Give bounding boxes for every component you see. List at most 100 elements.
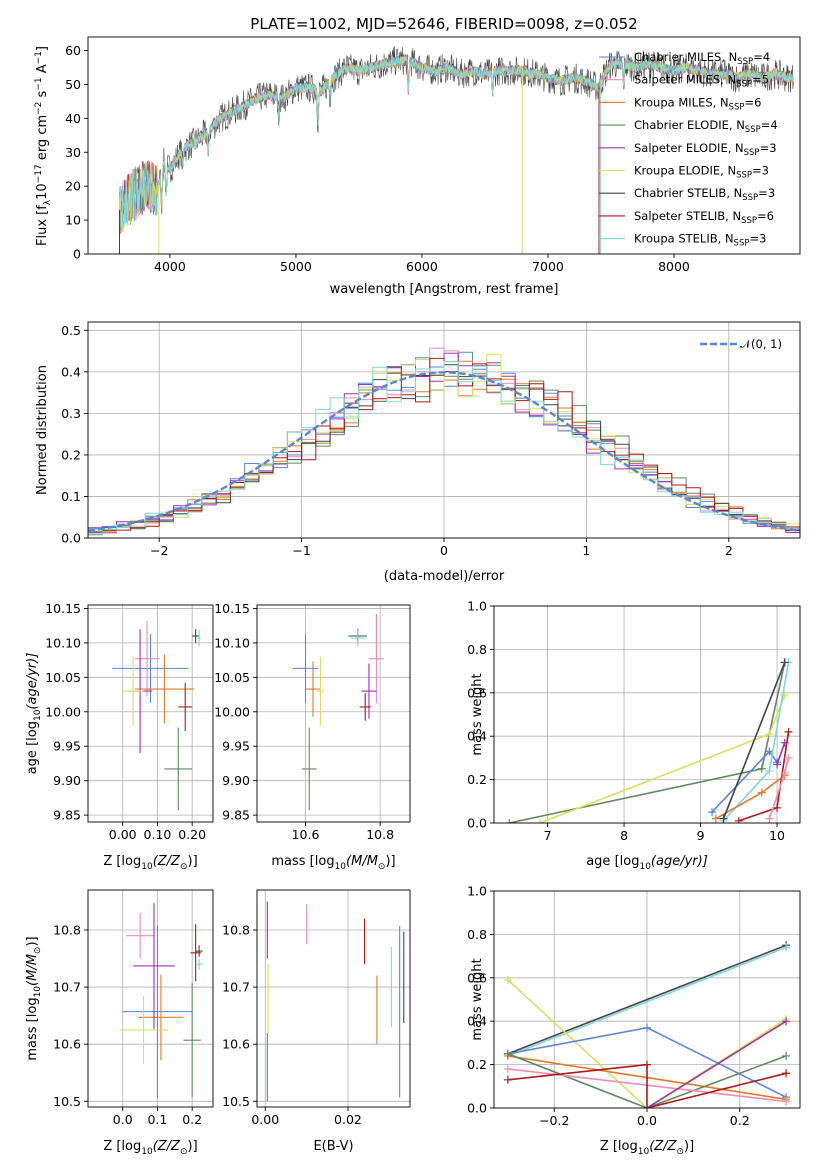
legend-eq: = — [757, 209, 767, 223]
label-part: s — [35, 90, 50, 101]
plot-content — [292, 613, 384, 811]
legend-subscript: SSP — [729, 102, 745, 112]
y-tick-label: 10 — [65, 213, 81, 228]
mass-weight-vs-metallicity-panel: −0.2 0.0 0.2 0.0 0.2 0.4 0.6 0.8 1.0 Z [log10(Z/Z… — [467, 884, 801, 1157]
y-tick-label: 10.8 — [222, 922, 250, 937]
x-tick-label: 7000 — [532, 259, 564, 274]
weight-marker — [782, 1051, 791, 1060]
y-tick-label: 0.5 — [61, 323, 81, 338]
y-tick-label: 10.05 — [45, 670, 81, 685]
weight-line — [722, 662, 786, 819]
y-tick-label: 10.15 — [214, 601, 250, 616]
y-tick-label: 0.8 — [467, 927, 487, 942]
weight-marker — [773, 760, 782, 769]
label-part: 10 — [638, 1147, 650, 1157]
legend-nssp-value: 5 — [762, 73, 769, 87]
x-tick-label: 0.0 — [637, 1113, 657, 1128]
legend-series-name: Salpeter ELODIE — [634, 141, 728, 155]
weight-marker — [773, 803, 782, 812]
label-part: −1 — [34, 51, 44, 64]
error-bar-point — [119, 995, 168, 1065]
weight-marker — [719, 814, 728, 823]
legend-prefix: N — [735, 141, 744, 155]
legend-entry: Kroupa ELODIE, NSSP=3 — [634, 164, 769, 181]
weight-marker — [782, 1069, 791, 1078]
label-part: 10 — [33, 709, 43, 721]
label-part: (age/yr)] — [651, 854, 708, 869]
y-tick-label: 0.4 — [467, 729, 487, 744]
y-tick-label: 0.4 — [61, 364, 81, 379]
y-tick-label: 0.0 — [467, 816, 487, 831]
x-tick-label: 10 — [769, 828, 785, 843]
weight-line — [646, 1020, 787, 1108]
legend-series-name: Kroupa ELODIE — [634, 164, 720, 178]
x-tick-label: −2 — [150, 543, 168, 558]
weight-line — [507, 979, 787, 1108]
label-part: ⊙ — [180, 1147, 188, 1157]
x-tick-label: −1 — [292, 543, 310, 558]
weight-marker — [503, 1049, 512, 1058]
x-tick-label: 1 — [582, 543, 590, 558]
legend-subscript: SSP — [736, 171, 752, 181]
label-part: −2 — [34, 102, 44, 115]
label-part: age [log — [586, 854, 639, 869]
label-part: 10 — [335, 862, 347, 872]
y-tick-label: 0.1 — [61, 489, 81, 504]
y-tick-label: 10.05 — [214, 670, 250, 685]
axes-frame — [256, 604, 411, 823]
x-tick-label: 0.2 — [730, 1113, 750, 1128]
label-part: (Z/Z — [153, 854, 181, 869]
x-tick-label: 0 — [440, 543, 448, 558]
legend-prefix: N — [720, 95, 729, 109]
weight-marker — [643, 1060, 651, 1069]
label-part: )] — [385, 854, 395, 869]
y-tick-label: 60 — [65, 43, 81, 58]
weight-marker — [784, 727, 793, 736]
figure-title: PLATE=1002, MJD=52646, FIBERID=0098, z=0… — [250, 15, 637, 33]
x-tick-label: 7 — [544, 828, 552, 843]
x-tick-label: 10.8 — [366, 827, 394, 842]
grid-lines — [257, 890, 410, 1107]
legend-nssp-value: 4 — [770, 118, 777, 132]
y-tick-label: 0.3 — [61, 406, 81, 421]
weight-marker — [535, 819, 544, 823]
x-tick-label: 0.00 — [251, 1112, 279, 1127]
y-tick-label: 9.90 — [222, 773, 250, 788]
legend-entry: Salpeter ELODIE, NSSP=3 — [634, 141, 777, 158]
x-tick-label: 2 — [725, 543, 733, 558]
legend-prefix: N — [736, 118, 745, 132]
plot-content — [119, 46, 794, 254]
legend-series-name: Chabrier ELODIE — [634, 118, 729, 132]
legend-entry: Kroupa STELIB, NSSP=3 — [634, 232, 766, 249]
plot-area — [257, 605, 410, 822]
legend-eq: = — [749, 232, 759, 246]
y-tick-label: 10.6 — [53, 1037, 81, 1052]
axes-frame — [87, 36, 801, 255]
axes-frame — [87, 604, 214, 823]
legend-prefix: N — [727, 164, 736, 178]
legend-series-name: Kroupa MILES — [634, 95, 713, 109]
label-part: 10 — [639, 862, 651, 872]
x-axis-label: mass [log10(M/M⊙)] — [271, 854, 395, 872]
x-tick-label: 0.10 — [144, 827, 172, 842]
plot-content — [119, 903, 203, 1098]
plot-area — [88, 890, 213, 1107]
legend-subscript: SSP — [742, 193, 758, 203]
x-axis-label: wavelength [Angstrom, rest frame] — [330, 282, 559, 297]
x-tick-label: 0.0 — [113, 1112, 133, 1127]
y-tick-label: 0.6 — [467, 685, 487, 700]
error-bar-point — [350, 629, 366, 647]
y-tick-label: 10.6 — [222, 1037, 250, 1052]
y-tick-label: 10.00 — [214, 704, 250, 719]
legend-subscript: SSP — [741, 216, 757, 226]
label-part: ] — [35, 46, 50, 51]
weight-marker — [780, 658, 789, 667]
weight-marker — [643, 1023, 651, 1032]
legend-nssp-value: 6 — [754, 95, 761, 109]
y-axis-label: age [log10(age/yr)] — [25, 653, 43, 775]
x-tick-label: 0.2 — [182, 1112, 202, 1127]
legend: Chabrier MILES, NSSP=4 Salpeter MILES, NS… — [599, 50, 778, 249]
label-part: (Z/Z — [153, 1139, 181, 1154]
weight-marker — [643, 1104, 651, 1108]
axes-frame — [493, 890, 801, 1109]
